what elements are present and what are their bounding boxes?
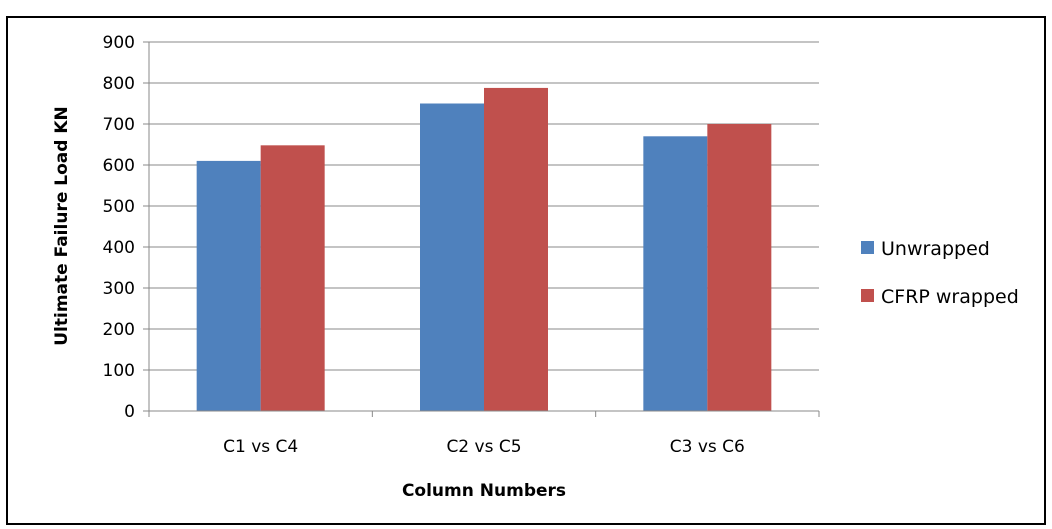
legend-swatch xyxy=(861,241,874,254)
y-tick-label: 700 xyxy=(103,115,135,135)
x-tick-label: C2 vs C5 xyxy=(446,437,521,457)
y-tick-label: 600 xyxy=(103,156,135,176)
y-axis-ticks: 0 100 200 300 400 500 600 700 800 900 xyxy=(103,33,149,422)
axes xyxy=(148,42,820,417)
y-tick-label: 900 xyxy=(103,33,135,53)
x-axis-title: Column Numbers xyxy=(402,481,566,501)
y-axis-title: Ultimate Failure Load KN xyxy=(52,106,72,346)
y-tick-label: 500 xyxy=(103,197,135,217)
bar xyxy=(484,87,548,412)
y-tick-label: 300 xyxy=(103,279,135,299)
bar xyxy=(260,145,325,411)
bar xyxy=(707,124,772,411)
bar xyxy=(196,160,261,411)
y-tick-label: 0 xyxy=(124,402,135,422)
x-axis-ticks: C1 vs C4 C2 vs C5 C3 vs C6 xyxy=(223,437,745,457)
legend-swatch xyxy=(861,289,874,302)
legend-label: CFRP wrapped xyxy=(881,286,1019,308)
legend-label: Unwrapped xyxy=(881,238,990,260)
x-tick-label: C1 vs C4 xyxy=(223,437,298,457)
y-tick-label: 400 xyxy=(103,238,135,258)
bar xyxy=(643,136,708,412)
y-tick-label: 100 xyxy=(103,361,135,381)
bars xyxy=(196,87,772,412)
bar xyxy=(420,103,484,411)
y-tick-label: 800 xyxy=(103,74,135,94)
x-tick-label: C3 vs C6 xyxy=(670,437,745,457)
y-tick-label: 200 xyxy=(103,320,135,340)
legend: Unwrapped CFRP wrapped xyxy=(861,238,1019,308)
